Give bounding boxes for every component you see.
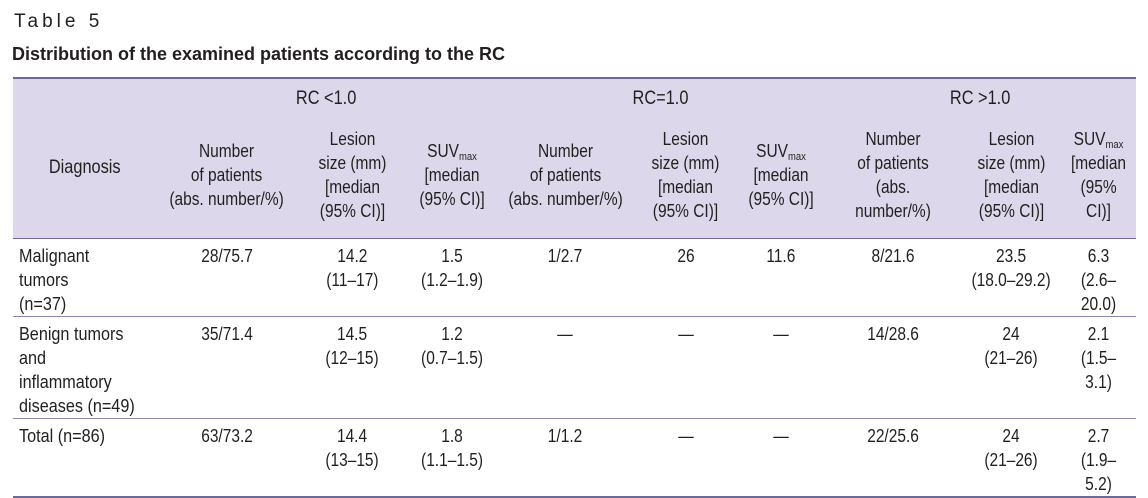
cell-patients: — <box>496 316 635 419</box>
cell-patients: 63/73.2 <box>157 418 297 498</box>
diagnosis-header: Diagnosis <box>13 78 157 239</box>
table-row: Benign tumors and inflammatory diseases … <box>13 316 1137 419</box>
table-number-label: Table 5 <box>14 11 104 32</box>
col-header-suv: SUVmax [median (95% CI)] <box>1061 119 1137 239</box>
cell-lesion-size: 14.2 (11–17) <box>297 238 408 317</box>
col-header-lesion-size: Lesion size (mm) [median (95% CI)] <box>297 119 408 239</box>
row-diagnosis: Total (n=86) <box>13 418 157 498</box>
cell-suv: 2.7 (1.9–5.2) <box>1061 418 1137 498</box>
cell-patients: 35/71.4 <box>157 316 297 419</box>
group-header-rc-eq-1: RC=1.0 <box>496 78 826 119</box>
cell-patients: 14/28.6 <box>825 316 962 419</box>
col-header-suv: SUVmax [median (95% CI)] <box>408 119 497 239</box>
cell-suv: — <box>737 316 826 419</box>
cell-patients: 1/1.2 <box>496 418 635 498</box>
cell-lesion-size: 26 <box>634 238 738 317</box>
row-diagnosis: Malignant tumors (n=37) <box>13 238 157 317</box>
cell-lesion-size: — <box>634 316 738 419</box>
table-row: Malignant tumors (n=37) 28/75.7 14.2 (11… <box>13 238 1137 317</box>
cell-suv: 6.3 (2.6–20.0) <box>1061 238 1137 317</box>
cell-lesion-size: — <box>634 418 738 498</box>
cell-lesion-size: 24 (21–26) <box>961 418 1062 498</box>
cell-suv: 1.5 (1.2–1.9) <box>408 238 497 317</box>
cell-suv: 11.6 <box>737 238 826 317</box>
patients-rc-table: Diagnosis RC <1.0 RC=1.0 RC >1.0 Number … <box>13 77 1137 498</box>
cell-patients: 22/25.6 <box>825 418 962 498</box>
cell-lesion-size: 24 (21–26) <box>961 316 1062 419</box>
cell-suv: 1.8 (1.1–1.5) <box>408 418 497 498</box>
cell-suv: 1.2 (0.7–1.5) <box>408 316 497 419</box>
col-header-patients: Number of patients (abs. number/%) <box>496 119 635 239</box>
cell-lesion-size: 14.4 (13–15) <box>297 418 408 498</box>
table-caption: Distribution of the examined patients ac… <box>12 44 506 64</box>
col-header-patients: Number of patients (abs. number/%) <box>825 119 962 239</box>
cell-suv: 2.1 (1.5–3.1) <box>1061 316 1137 419</box>
table-row: Total (n=86) 63/73.2 14.4 (13–15) 1.8 (1… <box>13 418 1137 498</box>
col-header-patients: Number of patients (abs. number/%) <box>157 119 297 239</box>
row-diagnosis: Benign tumors and inflammatory diseases … <box>13 316 157 419</box>
group-header-rc-gt-1: RC >1.0 <box>825 78 1137 119</box>
col-header-suv: SUVmax [median (95% CI)] <box>737 119 826 239</box>
cell-suv: — <box>737 418 826 498</box>
cell-lesion-size: 23.5 (18.0–29.2) <box>961 238 1062 317</box>
col-header-lesion-size: Lesion size (mm) [median (95% CI)] <box>634 119 738 239</box>
cell-patients: 1/2.7 <box>496 238 635 317</box>
cell-patients: 8/21.6 <box>825 238 962 317</box>
group-header-rc-lt-1: RC <1.0 <box>157 78 497 119</box>
col-header-lesion-size: Lesion size (mm) [median (95% CI)] <box>961 119 1062 239</box>
cell-lesion-size: 14.5 (12–15) <box>297 316 408 419</box>
cell-patients: 28/75.7 <box>157 238 297 317</box>
